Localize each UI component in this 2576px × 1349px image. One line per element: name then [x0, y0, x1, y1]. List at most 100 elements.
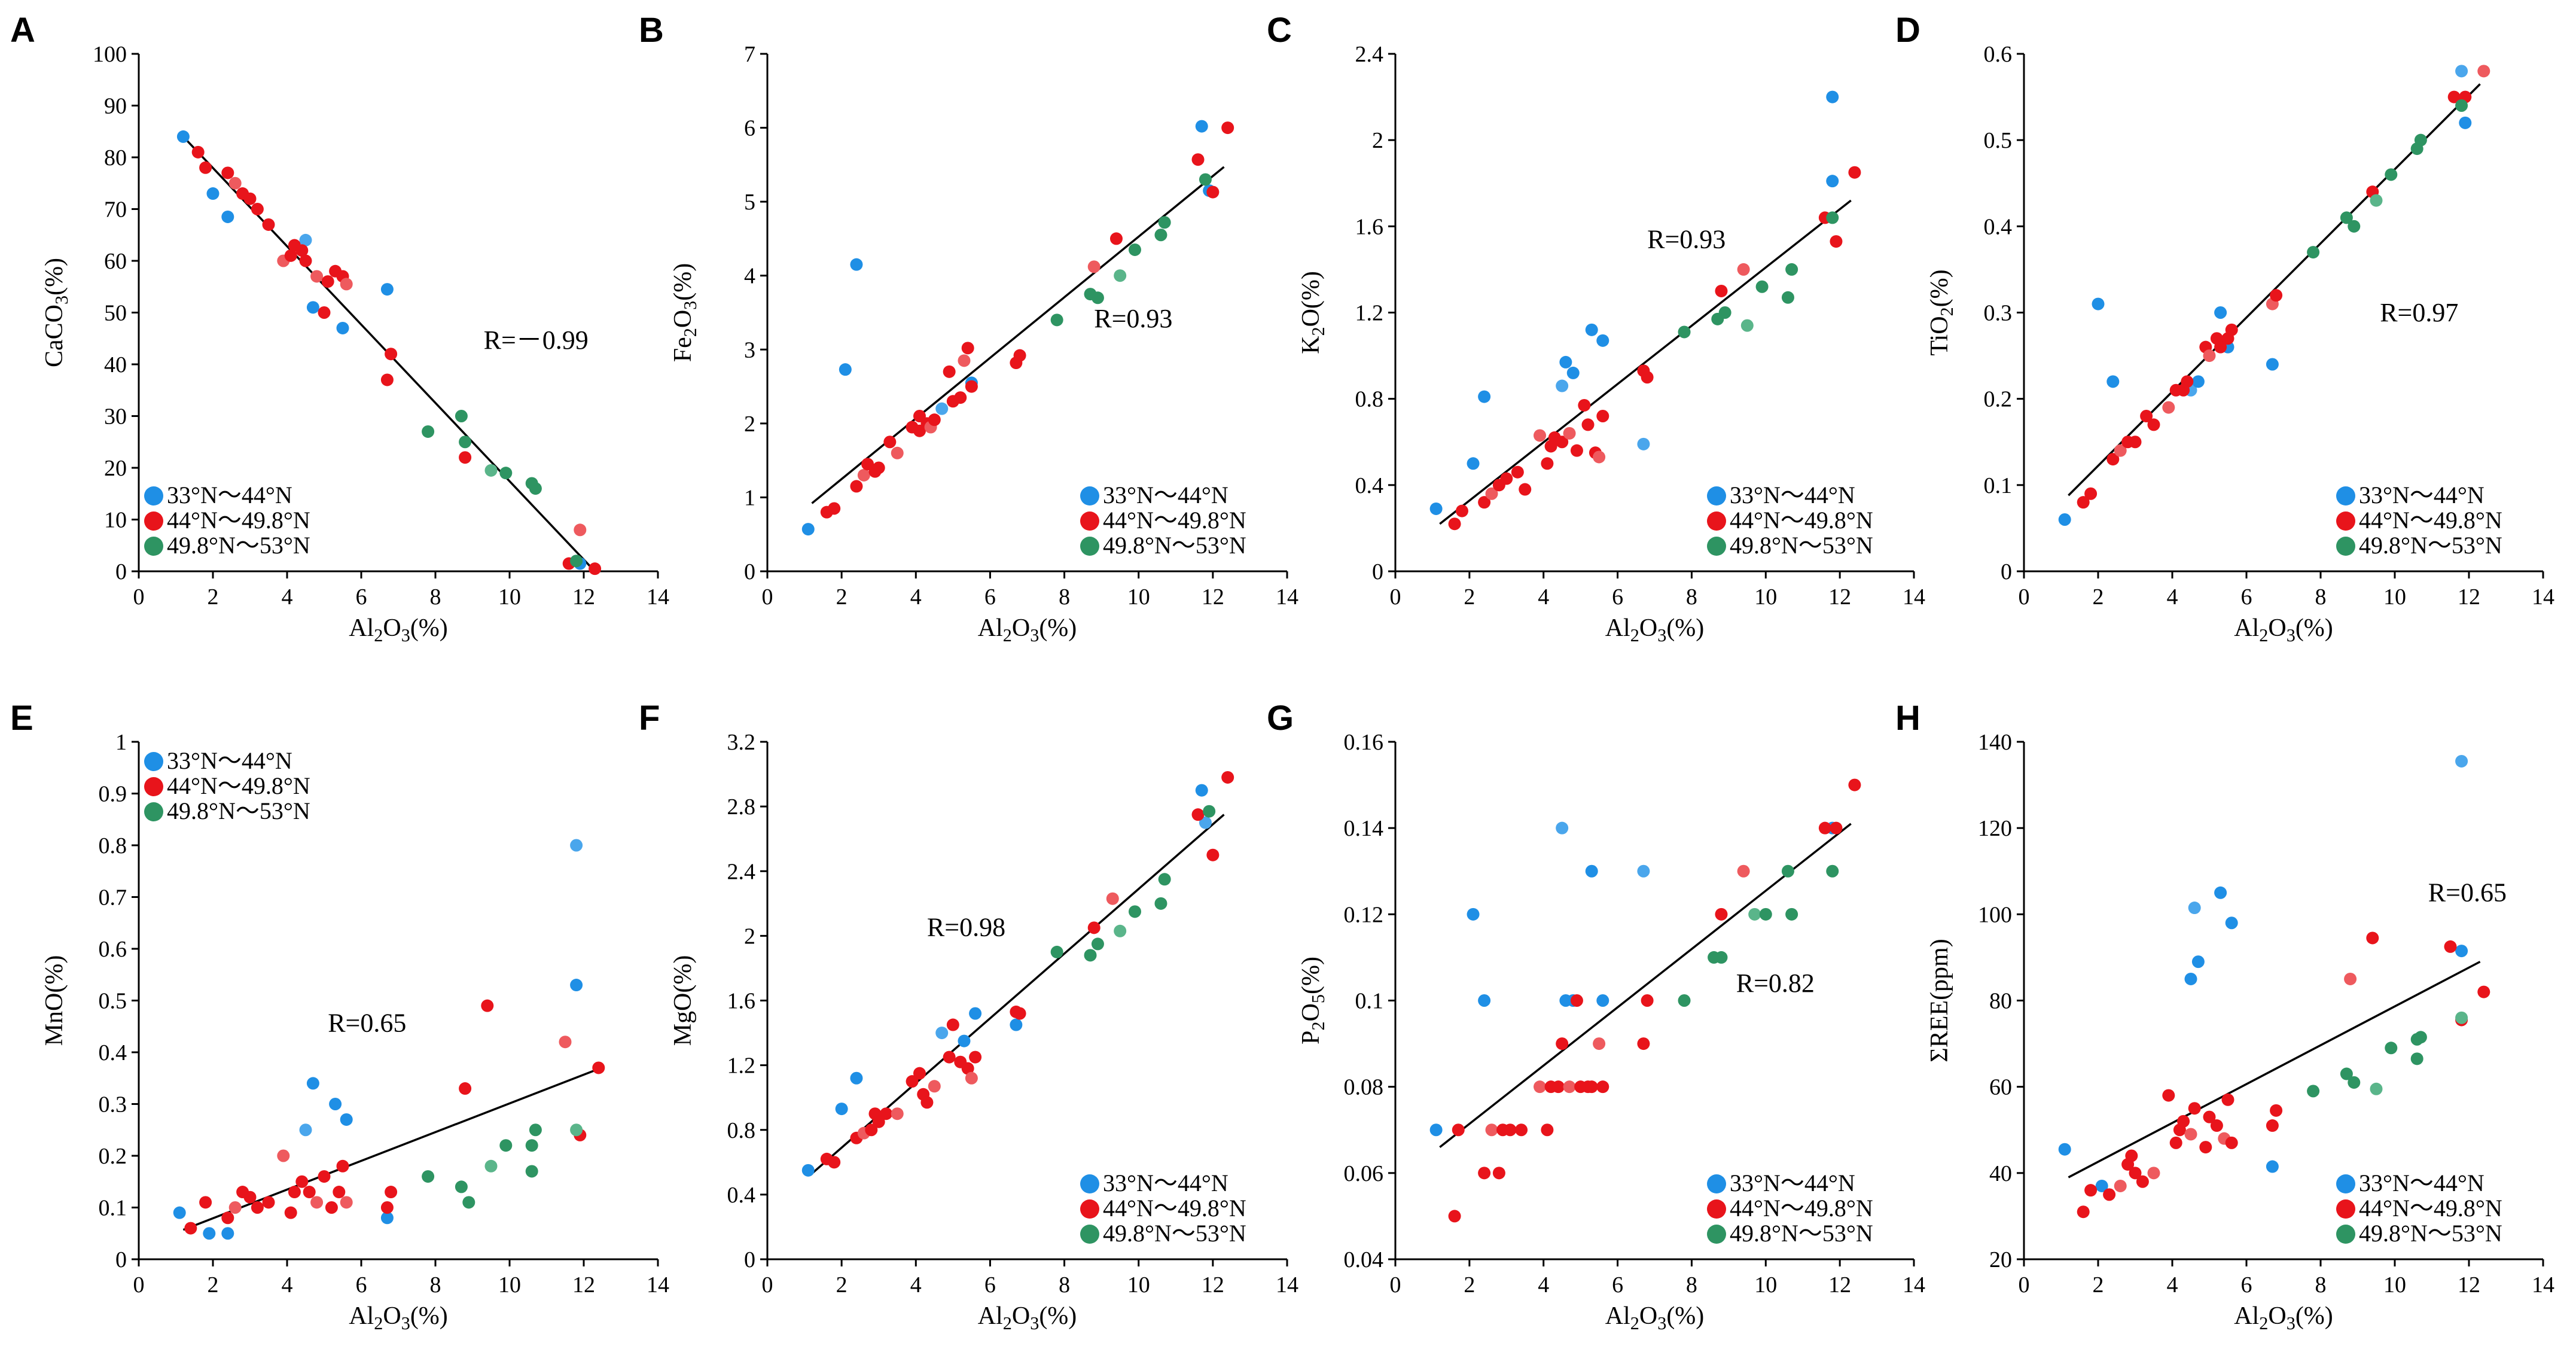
trend-line — [811, 166, 1225, 504]
y-tick-label: 5 — [744, 190, 755, 215]
data-point-group-3 — [1050, 313, 1063, 327]
x-tick-label: 4 — [282, 1272, 293, 1298]
x-tick-label: 14 — [1276, 584, 1298, 610]
data-point-group-2 — [883, 436, 897, 449]
panel-h: H 20 40 60 80 100 120 140 0 2 4 6 8 10 12 14 Al2​O3​(%) Σ… — [1895, 699, 2554, 1333]
data-point-group-3 — [1755, 280, 1769, 293]
legend-label: 44°N～49.8°N — [1103, 507, 1246, 534]
y-tick-label: 0.4 — [99, 1040, 127, 1065]
data-point-group-2 — [284, 249, 297, 262]
x-tick-label: 14 — [647, 1272, 669, 1298]
x-tick-label: 14 — [2532, 1272, 2554, 1298]
data-point-group-1 — [1637, 437, 1650, 450]
data-point-group-2 — [2225, 323, 2238, 336]
data-point-group-1 — [2455, 945, 2468, 958]
x-tick-label: 12 — [2458, 1272, 2480, 1298]
data-point-group-3 — [462, 1196, 475, 1209]
data-point-group-3 — [2455, 1011, 2468, 1024]
x-tick-label: 10 — [1754, 584, 1777, 610]
y-tick-label: 30 — [104, 404, 127, 430]
data-point-group-3 — [1678, 325, 1691, 339]
data-point-group-3 — [570, 1123, 583, 1137]
panel-letter: C — [1267, 11, 1292, 50]
legend-label: 49.8°N～53°N — [2359, 1220, 2502, 1247]
data-point-group-3 — [1203, 805, 1216, 818]
data-point-group-2 — [2084, 1184, 2098, 1197]
y-tick-label: 2.8 — [727, 794, 756, 820]
data-point-group-3 — [1781, 291, 1794, 304]
data-point-group-1 — [969, 1007, 982, 1020]
data-point-group-2 — [2114, 444, 2127, 457]
panel-a: A 0 10 20 30 40 50 60 70 80 90 100 0 2 4 6 8 10 12 14 Al2​O3… — [10, 11, 669, 645]
legend-label: 44°N～49.8°N — [167, 507, 310, 534]
panel-d: D 0 0.1 0.2 0.3 0.4 0.5 0.6 0 2 4 6 8 10 12 14 Al2​O3​(%… — [1895, 11, 2554, 645]
y-tick-label: 100 — [93, 42, 127, 67]
data-point-group-2 — [2162, 401, 2175, 414]
x-tick-label: 0 — [1390, 1272, 1401, 1298]
data-point-group-3 — [1154, 897, 1167, 910]
data-point-group-3 — [2340, 211, 2353, 224]
legend-label: 33°N～44°N — [2359, 1170, 2484, 1196]
x-tick-label: 14 — [2532, 584, 2554, 610]
data-point-group-2 — [2270, 289, 2283, 302]
legend-marker — [1080, 1199, 1099, 1219]
legend-marker — [1707, 511, 1726, 531]
data-point-group-1 — [176, 130, 190, 143]
y-tick-label: 1.2 — [1355, 301, 1384, 326]
data-point-group-1 — [1556, 379, 1569, 392]
legend-marker — [1080, 486, 1099, 506]
x-tick-label: 2 — [1464, 1272, 1475, 1298]
x-tick-label: 6 — [356, 584, 367, 610]
data-point-group-2 — [1581, 418, 1595, 431]
x-axis-title: Al2​O3​(%) — [978, 1302, 1077, 1333]
legend-label: 49.8°N～53°N — [1103, 1220, 1246, 1247]
data-point-group-1 — [1010, 1018, 1023, 1031]
data-point-group-1 — [850, 1071, 863, 1085]
data-point-group-2 — [965, 1071, 978, 1085]
y-tick-label: 0.8 — [1355, 387, 1384, 412]
data-point-group-2 — [243, 192, 257, 205]
data-point-group-2 — [380, 1201, 394, 1214]
data-point-group-2 — [2106, 453, 2120, 466]
data-point-group-2 — [1570, 994, 1583, 1007]
x-axis-title: Al2​O3​(%) — [349, 614, 448, 645]
x-tick-label: 0 — [133, 1272, 145, 1298]
y-tick-label: 0.5 — [99, 989, 127, 1014]
data-point-group-1 — [1199, 816, 1212, 829]
data-point-group-2 — [288, 1186, 301, 1199]
y-tick-label: 0 — [115, 559, 127, 584]
y-tick-label: 1 — [115, 730, 127, 755]
data-point-group-3 — [1785, 908, 1798, 921]
data-point-group-1 — [299, 233, 312, 246]
data-point-group-1 — [570, 839, 583, 852]
data-point-group-1 — [2191, 955, 2205, 969]
data-point-group-2 — [310, 1196, 324, 1209]
x-tick-label: 6 — [1612, 1272, 1623, 1298]
legend-marker — [144, 511, 163, 531]
data-point-group-2 — [2447, 90, 2461, 103]
data-point-group-1 — [1596, 994, 1609, 1007]
data-point-group-2 — [1585, 1080, 1598, 1094]
data-point-group-3 — [1114, 924, 1127, 937]
x-tick-label: 8 — [1059, 584, 1070, 610]
r-value-label: R=0.82 — [1736, 969, 1815, 998]
data-point-group-1 — [206, 187, 220, 200]
data-point-group-1 — [1596, 334, 1609, 347]
data-point-group-2 — [943, 1050, 956, 1064]
data-point-group-1 — [1467, 908, 1480, 921]
data-point-group-2 — [1596, 410, 1609, 422]
x-tick-label: 10 — [498, 584, 521, 610]
legend-label: 33°N～44°N — [167, 482, 292, 508]
data-point-group-3 — [422, 425, 435, 438]
data-point-group-2 — [1492, 1167, 1505, 1180]
data-point-group-1 — [221, 210, 234, 223]
y-axis-title: Fe2​O3​(%) — [669, 263, 700, 363]
data-point-group-2 — [1637, 1037, 1650, 1050]
legend-marker — [2336, 1199, 2355, 1219]
legend-label: 44°N～49.8°N — [1730, 1195, 1873, 1222]
y-axis-title: MgO(%) — [669, 955, 697, 1046]
x-tick-label: 0 — [2019, 1272, 2030, 1298]
x-tick-label: 8 — [1686, 584, 1697, 610]
data-point-group-2 — [1570, 444, 1583, 457]
y-tick-label: 0.2 — [1984, 387, 2013, 412]
